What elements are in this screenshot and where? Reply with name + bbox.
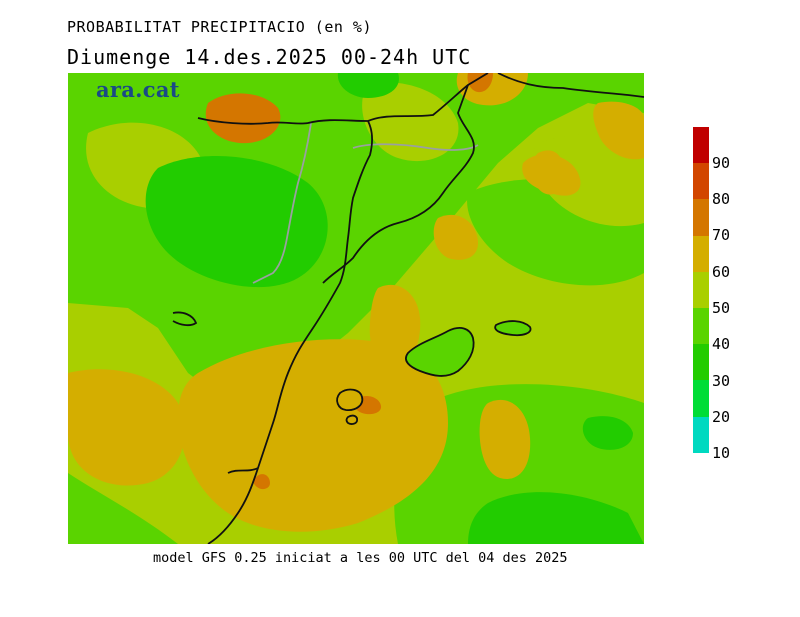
colorbar-label-30: 30 [712, 372, 731, 390]
field-70-north [205, 93, 281, 144]
field-50-patch-c [532, 134, 644, 227]
colorbar-label-90: 90 [712, 154, 731, 172]
colorbar-swatch-90 [693, 127, 709, 164]
field-50-patch-b [362, 82, 459, 162]
colorbar-label-80: 80 [712, 190, 731, 208]
colorbar-swatch-20 [693, 380, 709, 417]
menorca [494, 320, 532, 337]
formentera [345, 414, 359, 425]
field-40-sw [68, 473, 178, 544]
chart-title: PROBABILITAT PRECIPITACIO (en %) [67, 18, 372, 36]
field-60-island [369, 284, 421, 373]
field-30-e [582, 416, 633, 450]
colorbar [693, 127, 709, 453]
colorbar-label-50: 50 [712, 299, 731, 317]
colorbar-swatch-70 [693, 199, 709, 236]
region-border-pyrenees [352, 143, 479, 151]
field-70-south [253, 474, 270, 490]
mallorca [405, 327, 475, 377]
field-30-top [337, 73, 399, 98]
colorbar-swatch-40 [693, 307, 709, 345]
field-60-mid [433, 214, 478, 260]
colorbar-label-20: 20 [712, 408, 731, 426]
field-60-west [68, 369, 185, 486]
catalan-coast [322, 84, 475, 284]
colorbar-swatch-30 [693, 344, 709, 381]
field-60-ne-corner [593, 101, 644, 160]
france-border [497, 73, 644, 98]
aracat-logo: ara.cat [96, 77, 180, 102]
field-60-south [178, 339, 448, 532]
colorbar-label-40: 40 [712, 335, 731, 353]
date-subtitle: Diumenge 14.des.2025 00-24h UTC [67, 45, 472, 69]
colorbar-swatch-50 [693, 271, 709, 308]
colorbar-swatch-10 [693, 416, 709, 453]
field-40-north [68, 73, 644, 403]
coast-notch [172, 311, 198, 327]
precipitation-map: ara.cat [68, 73, 644, 544]
colorbar-label-70: 70 [712, 226, 731, 244]
field-60-se [479, 399, 531, 479]
map-field [68, 73, 644, 544]
colorbar-swatch-80 [693, 163, 709, 200]
colorbar-label-10: 10 [712, 444, 731, 462]
field-70-ne [467, 73, 493, 93]
coastline [197, 73, 489, 544]
field-30-interior [145, 156, 328, 288]
region-border-aragon-catalonia [252, 122, 312, 284]
ibiza [336, 388, 364, 411]
field-30-se [468, 492, 644, 544]
field-60-ne-blob [522, 154, 581, 196]
model-footer: model GFS 0.25 iniciat a les 00 UTC del … [153, 550, 568, 566]
colorbar-swatch-60 [693, 235, 709, 272]
colorbar-label-60: 60 [712, 263, 731, 281]
